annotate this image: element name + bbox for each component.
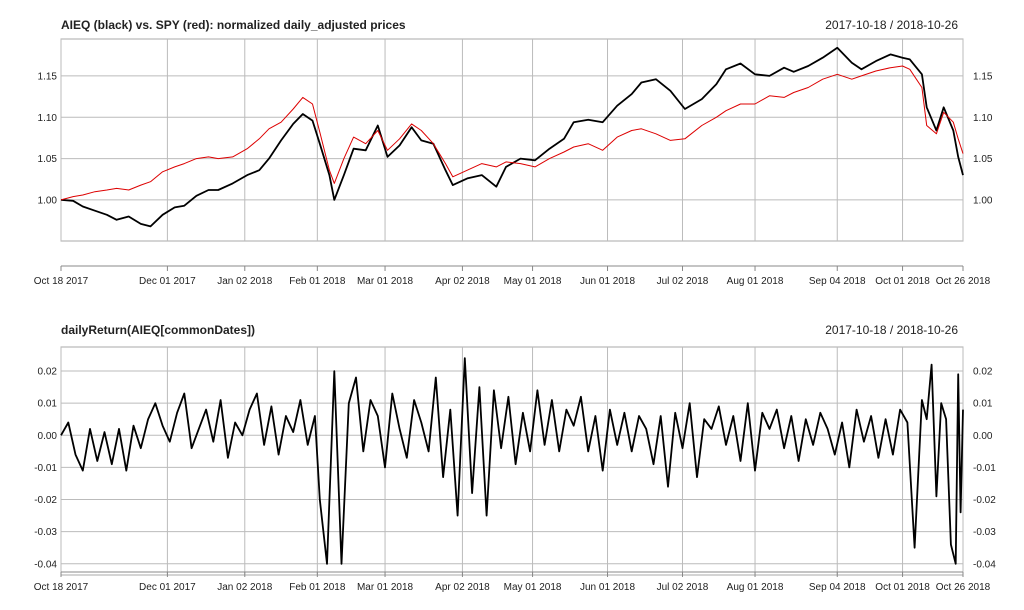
chart-panel-returns: dailyReturn(AIEQ[commonDates]) 2017-10-1… (0, 305, 1024, 610)
x-tick-label: Oct 01 2018 (875, 582, 930, 593)
x-tick-label: May 01 2018 (504, 582, 562, 593)
y-tick-label-right: -0.02 (973, 495, 996, 506)
x-tick-label: Aug 01 2018 (727, 276, 784, 287)
y-tick-label-right: 1.00 (973, 195, 993, 206)
x-tick-label: Mar 01 2018 (357, 582, 414, 593)
x-tick-label: May 01 2018 (504, 276, 562, 287)
x-tick-label: Jul 02 2018 (657, 582, 709, 593)
y-tick-label-left: 0.00 (38, 431, 58, 442)
x-tick-label: Jun 01 2018 (580, 582, 635, 593)
y-tick-label-left: 1.05 (38, 154, 58, 165)
x-tick-label: Feb 01 2018 (289, 582, 346, 593)
x-tick-label: Oct 18 2017 (34, 276, 89, 287)
x-tick-label: Apr 02 2018 (435, 582, 490, 593)
plot-frame (60, 38, 964, 242)
x-tick-label: Apr 02 2018 (435, 276, 490, 287)
y-tick-label-right: -0.01 (973, 463, 996, 474)
x-tick-label: Sep 04 2018 (809, 276, 866, 287)
x-tick-label: Oct 26 2018 (936, 582, 991, 593)
y-tick-label-left: 1.15 (38, 71, 58, 82)
x-tick-label: Jan 02 2018 (217, 582, 272, 593)
y-tick-label-left: 1.10 (38, 113, 58, 124)
x-tick-label: Mar 01 2018 (357, 276, 414, 287)
chart-panel-prices: AIEQ (black) vs. SPY (red): normalized d… (34, 18, 993, 287)
x-tick-label: Jun 01 2018 (580, 276, 635, 287)
y-tick-label-right: -0.04 (973, 559, 996, 570)
x-tick-label: Jan 02 2018 (217, 276, 272, 287)
x-tick-label: Oct 01 2018 (875, 276, 930, 287)
x-tick-label: Oct 18 2017 (34, 582, 89, 593)
y-tick-label-left: 1.00 (38, 195, 58, 206)
chart-date-range: 2017-10-18 / 2018-10-26 (825, 18, 958, 32)
x-tick-label: Dec 01 2017 (139, 276, 196, 287)
series-line-aieq (60, 46, 964, 228)
y-tick-label-right: 1.15 (973, 71, 993, 82)
y-tick-label-left: -0.02 (34, 495, 57, 506)
y-tick-label-left: 0.01 (38, 399, 58, 410)
x-tick-label: Jul 02 2018 (657, 276, 709, 287)
plot-frame (60, 346, 964, 576)
y-tick-label-right: 0.00 (973, 431, 993, 442)
x-tick-label: Oct 26 2018 (936, 276, 991, 287)
series-line-dailyreturn-aieq- (60, 357, 964, 565)
y-tick-label-right: -0.03 (973, 527, 996, 538)
y-tick-label-left: -0.01 (34, 463, 57, 474)
y-tick-label-right: 0.02 (973, 367, 993, 378)
chart-title: AIEQ (black) vs. SPY (red): normalized d… (61, 18, 406, 32)
price-chart-svg: 1.00 1.00 1.05 1.05 1.10 1.10 1.15 1.15 Oct 18 2… (34, 38, 993, 287)
x-tick-label: Sep 04 2018 (809, 582, 866, 593)
x-tick-label: Feb 01 2018 (289, 276, 346, 287)
x-tick-label: Dec 01 2017 (139, 582, 196, 593)
y-tick-label-right: 1.05 (973, 154, 993, 165)
y-tick-label-right: 1.10 (973, 113, 993, 124)
y-tick-label-left: 0.02 (38, 367, 58, 378)
chart-date-range: 2017-10-18 / 2018-10-26 (825, 323, 958, 337)
y-tick-label-left: -0.03 (34, 527, 57, 538)
series-line-spy (60, 65, 964, 201)
chart-title: dailyReturn(AIEQ[commonDates]) (61, 323, 256, 337)
return-chart-svg: -0.04 -0.04 -0.03 -0.03 -0.02 -0.02 -0.01 -0.01… (34, 346, 996, 593)
y-tick-label-right: 0.01 (973, 399, 993, 410)
x-tick-label: Aug 01 2018 (727, 582, 784, 593)
y-tick-label-left: -0.04 (34, 559, 57, 570)
